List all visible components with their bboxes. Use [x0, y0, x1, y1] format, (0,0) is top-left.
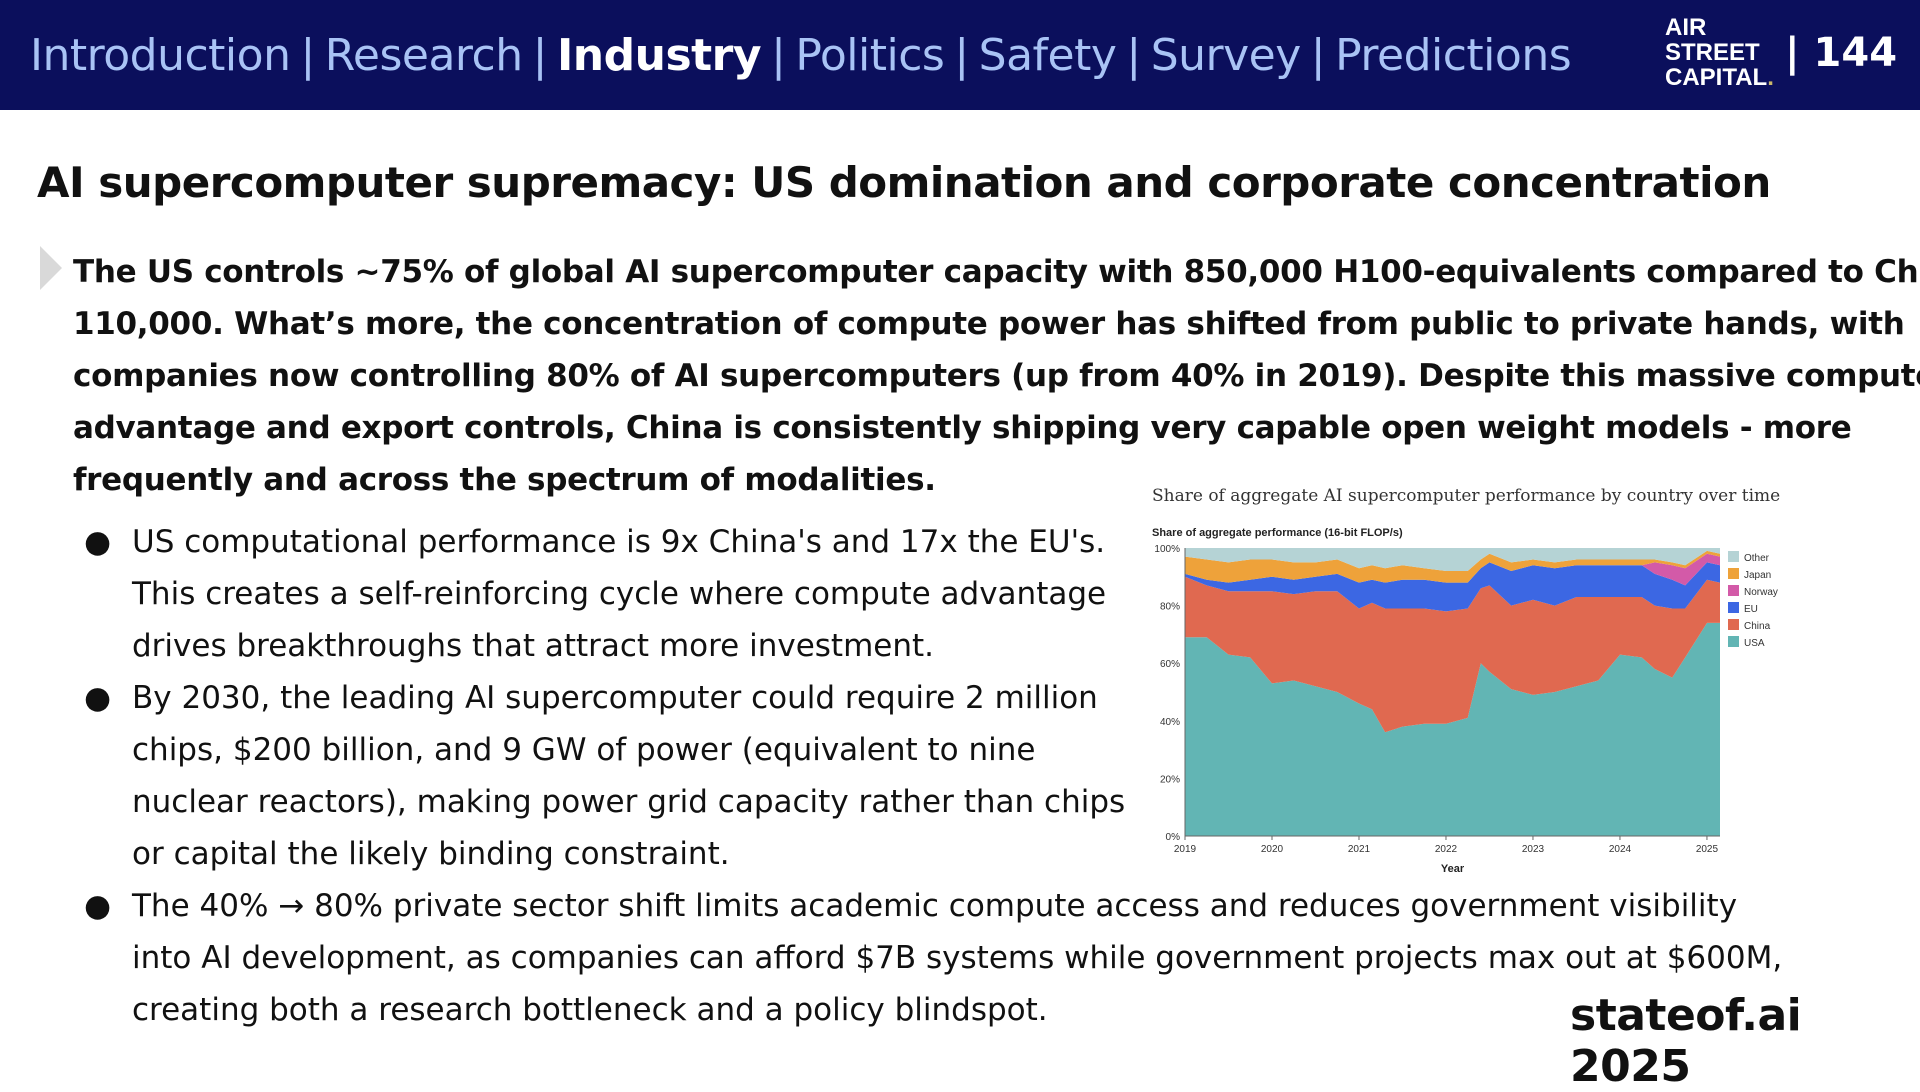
nav-separator: |	[1126, 30, 1141, 81]
bullet-line: chips, $200 billion, and 9 GW of power (…	[132, 732, 1036, 768]
lead-line: 110,000. What’s more, the concentration …	[73, 306, 1905, 342]
section-nav: Introduction | Research | Industry | Politics |…	[30, 30, 1572, 81]
nav-item-research[interactable]: Research	[324, 30, 523, 81]
y-tick-label: 0%	[1166, 832, 1181, 843]
legend-label: Other	[1744, 553, 1770, 564]
nav-separator: |	[300, 30, 315, 81]
page-number: | 144	[1785, 30, 1898, 76]
x-tick-label: 2020	[1261, 844, 1284, 855]
area-series-other	[1185, 548, 1720, 571]
logo-line-2: STREET	[1665, 39, 1760, 66]
legend-label: China	[1744, 621, 1771, 632]
bullet-line: nuclear reactors), making power grid cap…	[132, 784, 1126, 820]
nav-item-introduction[interactable]: Introduction	[30, 30, 291, 81]
nav-item-survey[interactable]: Survey	[1150, 30, 1302, 81]
bullet-dot-icon: ●	[84, 524, 112, 560]
legend-label: EU	[1744, 604, 1758, 615]
header-bar: Introduction | Research | Industry | Politics |…	[0, 0, 1920, 110]
bullet-dot-icon: ●	[84, 888, 112, 924]
y-tick-label: 80%	[1160, 602, 1180, 613]
y-tick-label: 20%	[1160, 774, 1180, 785]
bullet-line: This creates a self-reinforcing cycle wh…	[132, 576, 1107, 612]
legend-label: USA	[1744, 638, 1765, 649]
area-series-eu	[1185, 562, 1720, 612]
lead-paragraph: The US controls ~75% of global AI superc…	[73, 246, 1920, 506]
x-tick-label: 2023	[1522, 844, 1545, 855]
lead-line: frequently and across the spectrum of mo…	[73, 462, 936, 498]
legend-swatch	[1728, 602, 1739, 613]
area-series-japan	[1185, 550, 1720, 583]
bullet-line: drives breakthroughs that attract more i…	[132, 628, 935, 664]
nav-item-predictions[interactable]: Predictions	[1335, 30, 1572, 81]
nav-item-politics[interactable]: Politics	[795, 30, 945, 81]
y-tick-label: 60%	[1160, 659, 1180, 670]
nav-item-safety[interactable]: Safety	[978, 30, 1117, 81]
area-chart: Share of aggregate performance (16-bit F…	[1152, 527, 1778, 875]
logo-line-3: CAPITAL.	[1665, 64, 1774, 91]
x-tick-label: 2022	[1435, 844, 1458, 855]
legend-label: Japan	[1744, 570, 1771, 581]
nav-separator: |	[771, 30, 786, 81]
nav-item-industry[interactable]: Industry	[556, 30, 762, 81]
bullet-item: ● The 40% → 80% private sector shift lim…	[80, 880, 1782, 1036]
logo-line-1: AIR	[1665, 14, 1707, 41]
bullet-dot-icon: ●	[84, 680, 112, 716]
area-series-usa	[1185, 622, 1720, 836]
bullet-item: ● By 2030, the leading AI supercomputer …	[80, 672, 1782, 880]
bullet-line: The 40% → 80% private sector shift limit…	[132, 888, 1738, 924]
bullet-list: ● US computational performance is 9x Chi…	[80, 516, 1782, 1036]
footer-brand: stateof.ai 2025	[1570, 990, 1802, 1092]
chart-title: Share of aggregate AI supercomputer perf…	[1152, 486, 1781, 506]
air-street-capital-logo: AIR STREET CAPITAL.	[1665, 15, 1774, 90]
x-tick-label: 2024	[1609, 844, 1632, 855]
bullet-line: or capital the likely binding constraint…	[132, 836, 730, 872]
lead-line: advantage and export controls, China is …	[73, 410, 1852, 446]
legend-swatch	[1728, 636, 1739, 647]
legend-swatch	[1728, 619, 1739, 630]
legend-label: Norway	[1744, 587, 1778, 598]
bullet-item: ● US computational performance is 9x Chi…	[80, 516, 1782, 672]
lead-arrow-icon	[40, 246, 62, 290]
slide-title: AI supercomputer supremacy: US dominatio…	[37, 158, 1771, 207]
x-tick-label: 2019	[1174, 844, 1197, 855]
legend-swatch	[1728, 568, 1739, 579]
y-axis-label: Share of aggregate performance (16-bit F…	[1152, 527, 1403, 539]
y-tick-label: 40%	[1160, 717, 1180, 728]
x-axis-label: Year	[1441, 863, 1465, 875]
bullet-line: By 2030, the leading AI supercomputer co…	[132, 680, 1098, 716]
x-tick-label: 2025	[1696, 844, 1719, 855]
bullet-line: US computational performance is 9x China…	[132, 524, 1106, 560]
legend-swatch	[1728, 585, 1739, 596]
x-tick-label: 2021	[1348, 844, 1371, 855]
legend-swatch	[1728, 551, 1739, 562]
nav-separator: |	[1310, 30, 1326, 81]
lead-line: The US controls ~75% of global AI superc…	[73, 254, 1920, 290]
area-series-china	[1185, 576, 1720, 733]
y-tick-label: 100%	[1154, 544, 1180, 555]
bullet-line: creating both a research bottleneck and …	[132, 992, 1048, 1028]
nav-separator: |	[532, 30, 548, 81]
nav-separator: |	[954, 30, 969, 81]
bullet-line: into AI development, as companies can af…	[132, 940, 1783, 976]
lead-line: companies now controlling 80% of AI supe…	[73, 358, 1920, 394]
